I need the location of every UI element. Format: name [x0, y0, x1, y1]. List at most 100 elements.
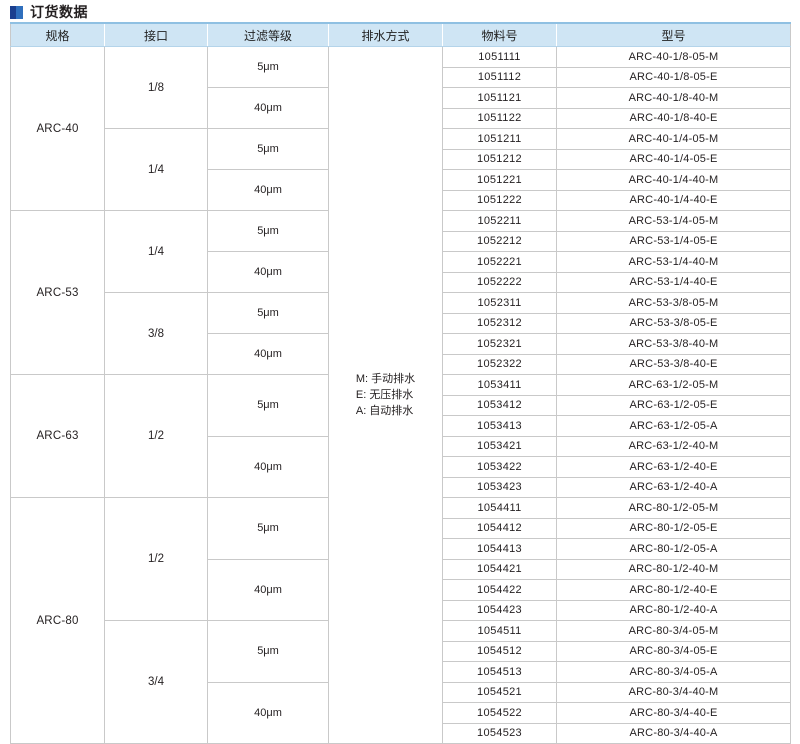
cell-port: 1/2: [104, 374, 208, 498]
table-row: 1051122 ARC-40-1/8-40-E: [11, 107, 791, 129]
cell-port: 3/8: [104, 292, 208, 375]
table-row: 1051112 ARC-40-1/8-05-E: [11, 66, 791, 88]
drain-legend-line: E: 无压排水: [356, 387, 415, 403]
drain-legend-code: E:: [355, 389, 370, 401]
table-row: ARC-63 1/2 5μm 1053411 ARC-63-1/2-05-M: [10, 374, 791, 498]
cell-material-number: 1052322: [442, 353, 557, 375]
cell-model-code: ARC-80-3/4-40-E: [556, 702, 791, 724]
cell-material-number: 1052312: [442, 312, 557, 334]
cell-model-code: ARC-53-3/8-05-E: [556, 312, 791, 334]
order-data-table-container: 规格 接口 过滤等级 排水方式 物料号 型号 ARC-40 1/8 5μm M: 手动…: [0, 22, 800, 744]
table-row: 1053413 ARC-63-1/2-05-A: [11, 415, 791, 437]
cell-material-number: 1052222: [442, 271, 557, 293]
cell-filter-grade: 40μm: [207, 251, 329, 293]
table-row: 1053422 ARC-63-1/2-40-E: [11, 456, 791, 478]
cell-spec: ARC-80: [10, 497, 105, 744]
cell-model-code: ARC-63-1/2-40-A: [556, 476, 791, 498]
cell-model-code: ARC-80-1/2-05-A: [556, 538, 791, 560]
table-row: 1051212 ARC-40-1/4-05-E: [11, 148, 791, 170]
cell-filter-grade: 5μm: [207, 128, 329, 170]
column-header-filter: 过滤等级: [207, 22, 329, 47]
cell-material-number: 1054513: [442, 661, 557, 683]
cell-model-code: ARC-53-3/8-40-M: [556, 333, 791, 355]
table-row: 40μm 1051121 ARC-40-1/8-40-M: [11, 87, 791, 129]
cell-model-code: ARC-80-3/4-05-A: [556, 661, 791, 683]
cell-model-code: ARC-40-1/4-40-M: [556, 169, 791, 191]
table-row: 1052212 ARC-53-1/4-05-E: [11, 230, 791, 252]
cell-model-code: ARC-80-1/2-05-E: [556, 517, 791, 539]
drain-legend-code: M:: [355, 373, 372, 385]
cell-model-code: ARC-80-1/2-40-A: [556, 599, 791, 621]
cell-filter-grade: 5μm: [207, 497, 329, 560]
cell-filter-grade: 5μm: [207, 210, 329, 252]
cell-material-number: 1053422: [442, 456, 557, 478]
drain-legend-text: 自动排水: [369, 405, 414, 417]
cell-material-number: 1053411: [442, 374, 557, 396]
cell-port: 3/4: [104, 620, 208, 744]
cell-model-code: ARC-63-1/2-40-M: [556, 435, 791, 457]
cell-model-code: ARC-80-1/2-05-M: [556, 497, 791, 519]
cell-filter-grade: 40μm: [207, 435, 329, 498]
cell-filter-grade: 5μm: [207, 46, 329, 88]
cell-filter-grade: 40μm: [207, 681, 329, 744]
table-row: 1054413 ARC-80-1/2-05-A: [11, 538, 791, 560]
cell-spec: ARC-53: [10, 210, 105, 375]
table-header: 规格 接口 过滤等级 排水方式 物料号 型号: [10, 22, 791, 47]
cell-model-code: ARC-63-1/2-05-E: [556, 394, 791, 416]
cell-material-number: 1053423: [442, 476, 557, 498]
table-row: 1052222 ARC-53-1/4-40-E: [11, 271, 791, 293]
cell-model-code: ARC-40-1/4-05-E: [556, 148, 791, 170]
cell-material-number: 1051212: [442, 148, 557, 170]
table-row: 1051222 ARC-40-1/4-40-E: [11, 189, 791, 211]
cell-material-number: 1054413: [442, 538, 557, 560]
cell-model-code: ARC-53-1/4-05-E: [556, 230, 791, 252]
table-body: ARC-40 1/8 5μm M: 手动排水 E: 无压排水 A: 自动排水 1051111…: [10, 46, 791, 744]
cell-model-code: ARC-80-3/4-05-E: [556, 640, 791, 662]
cell-port: 1/4: [104, 210, 208, 293]
drain-legend-text: 无压排水: [369, 389, 414, 401]
cell-material-number: 1052212: [442, 230, 557, 252]
table-row: ARC-53 1/4 5μm 1052211 ARC-53-1/4-05-M: [10, 210, 791, 375]
cell-material-number: 1054412: [442, 517, 557, 539]
cell-material-number: 1052311: [442, 292, 557, 314]
table-row: 1052312 ARC-53-3/8-05-E: [11, 312, 791, 334]
cell-material-number: 1052211: [442, 210, 557, 232]
cell-model-code: ARC-53-1/4-40-M: [556, 251, 791, 273]
table-row: 1052322 ARC-53-3/8-40-E: [11, 353, 791, 375]
cell-model-code: ARC-40-1/4-40-E: [556, 189, 791, 211]
cell-model-code: ARC-80-1/2-40-E: [556, 579, 791, 601]
cell-model-code: ARC-40-1/8-05-E: [556, 66, 791, 88]
cell-material-number: 1052321: [442, 333, 557, 355]
column-header-port: 接口: [104, 22, 208, 47]
cell-filter-grade: 5μm: [207, 620, 329, 683]
cell-material-number: 1052221: [442, 251, 557, 273]
table-row: 40μm 1052321 ARC-53-3/8-40-M: [11, 333, 791, 375]
cell-material-number: 1051222: [442, 189, 557, 211]
cell-model-code: ARC-40-1/8-40-M: [556, 87, 791, 109]
cell-model-code: ARC-40-1/8-05-M: [556, 46, 791, 68]
cell-model-code: ARC-40-1/4-05-M: [556, 128, 791, 150]
cell-filter-grade: 40μm: [207, 558, 329, 621]
cell-material-number: 1054512: [442, 640, 557, 662]
cell-filter-grade: 40μm: [207, 169, 329, 211]
cell-model-code: ARC-53-3/8-05-M: [556, 292, 791, 314]
cell-material-number: 1054422: [442, 579, 557, 601]
drain-legend-text: 手动排水: [371, 373, 416, 385]
table-row: 1054422 ARC-80-1/2-40-E: [11, 579, 791, 601]
cell-material-number: 1054423: [442, 599, 557, 621]
drain-legend-line: M: 手动排水: [356, 371, 415, 387]
table-row: 1054412 ARC-80-1/2-05-E: [11, 517, 791, 539]
cell-model-code: ARC-40-1/8-40-E: [556, 107, 791, 129]
cell-port: 1/8: [104, 46, 208, 129]
table-row: 40μm 1052221 ARC-53-1/4-40-M: [11, 251, 791, 293]
cell-spec: ARC-40: [10, 46, 105, 211]
cell-port: 1/2: [104, 497, 208, 621]
cell-model-code: ARC-63-1/2-05-A: [556, 415, 791, 437]
cell-material-number: 1051121: [442, 87, 557, 109]
square-marker-icon: [10, 5, 23, 19]
table-row: 1/4 5μm 1051211 ARC-40-1/4-05-M: [11, 128, 791, 211]
page-title-bar: 订货数据: [0, 0, 800, 22]
cell-material-number: 1053421: [442, 435, 557, 457]
column-header-drain: 排水方式: [328, 22, 443, 47]
table-row: 1053423 ARC-63-1/2-40-A: [11, 476, 791, 498]
